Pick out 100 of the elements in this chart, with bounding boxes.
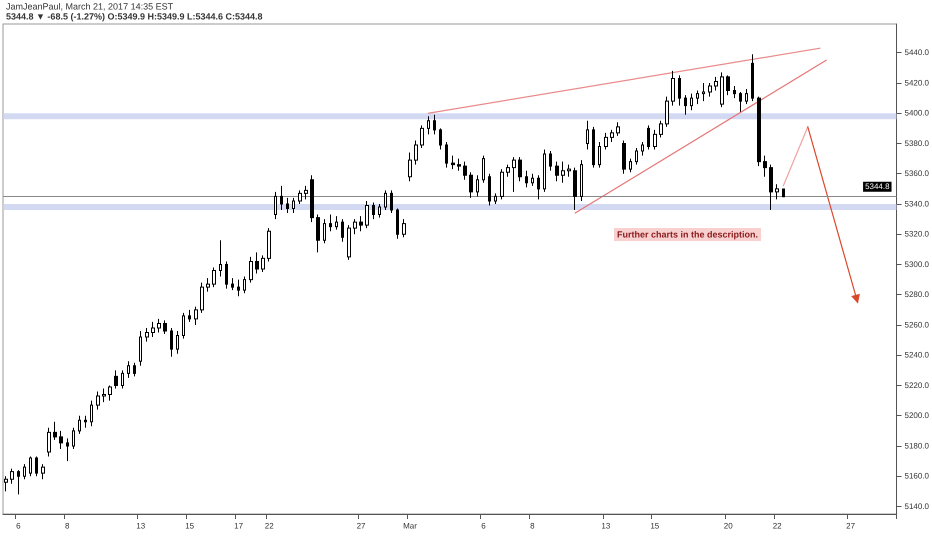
annotation: Further charts in the description. <box>617 230 758 240</box>
candlestick <box>512 156 516 192</box>
y-tick-label: 5420.0 <box>904 78 930 88</box>
candlestick <box>359 216 363 232</box>
candlestick <box>280 185 283 211</box>
candlestick <box>102 388 106 403</box>
candlestick <box>23 464 26 480</box>
candlestick <box>573 167 577 211</box>
candlestick <box>145 327 149 342</box>
ref-line-label: 5344.8 <box>865 182 890 192</box>
candlestick <box>121 370 124 389</box>
candlestick <box>476 174 479 197</box>
candlestick <box>304 185 308 200</box>
candlestick <box>243 276 246 294</box>
candlestick <box>567 164 571 178</box>
candlestick <box>378 203 381 218</box>
x-tick-label: 15 <box>185 522 195 530</box>
candlestick <box>341 218 344 242</box>
candlestick <box>78 415 81 434</box>
candlestick <box>323 218 326 244</box>
candlestick <box>194 306 198 326</box>
candlestick <box>561 161 565 184</box>
y-tick-label: 5360.0 <box>904 169 930 178</box>
candlestick <box>420 124 424 149</box>
candlestick <box>586 120 589 150</box>
candlestick <box>494 192 497 204</box>
candlestick <box>255 252 259 274</box>
candlestick <box>163 320 167 335</box>
candlestick <box>188 309 191 322</box>
candlestick <box>298 190 302 204</box>
candlestick <box>763 155 767 178</box>
candlestick <box>267 228 271 262</box>
y-tick-label: 5380.0 <box>904 138 930 148</box>
candlestick <box>17 470 20 495</box>
candlestick <box>690 93 693 111</box>
y-tick-label: 5140.0 <box>904 502 930 511</box>
y-tick-label: 5300.0 <box>904 260 930 269</box>
candlestick <box>671 70 675 106</box>
x-tick-label: 6 <box>16 522 22 530</box>
candlestick <box>47 427 51 458</box>
candlestick <box>751 54 754 102</box>
text: 5344.8 ▼ -68.5 (-1.27%) O:5349.9 H:5349.9 L:5344.6 C:5344.8 <box>6 12 263 22</box>
candlestick <box>531 173 534 186</box>
x-tick-label: 27 <box>356 522 366 530</box>
candlestick <box>696 90 699 105</box>
candlestick <box>469 172 473 198</box>
candlestick <box>414 140 418 166</box>
candlestick <box>506 164 510 178</box>
candlestick <box>35 456 38 477</box>
candlestick <box>659 120 663 138</box>
candlestick <box>114 370 118 389</box>
candlestick <box>433 114 436 135</box>
candlestick <box>139 330 142 366</box>
candlestick <box>580 160 583 202</box>
candlestick <box>408 152 412 182</box>
candlestick <box>261 254 265 273</box>
y-tick-label: 5180.0 <box>904 441 930 450</box>
x-tick-label: 22 <box>264 522 274 530</box>
candlestick <box>726 74 730 96</box>
candlestick <box>170 327 173 358</box>
y-tick-label: 5220.0 <box>904 380 930 390</box>
candlestick <box>457 158 461 172</box>
candlestick <box>402 218 406 238</box>
candlestick <box>525 170 528 188</box>
candlestick <box>708 82 712 98</box>
candlestick <box>518 156 522 182</box>
x-tick-label: 20 <box>724 522 734 530</box>
candlestick <box>90 400 93 427</box>
candlestick <box>10 468 14 484</box>
candlestick <box>629 158 632 173</box>
candlestick <box>739 92 742 112</box>
candlestick <box>604 132 608 150</box>
candlestick <box>237 279 240 297</box>
text: JamJeanPaul, March 21, 2017 14:35 EST <box>6 2 174 12</box>
candlestick <box>451 155 455 170</box>
candlestick <box>4 476 8 492</box>
y-tick-label: 5320.0 <box>904 230 930 239</box>
candlestick <box>665 96 669 128</box>
y-tick-label: 5240.0 <box>904 350 930 360</box>
candlestick <box>769 164 773 211</box>
candlestick <box>292 197 295 214</box>
candlestick <box>372 202 375 220</box>
candlestick <box>29 456 32 477</box>
candlestick <box>537 174 540 200</box>
candlestick <box>133 362 136 377</box>
candlestick <box>782 188 785 198</box>
candlestick <box>176 330 179 354</box>
x-tick-label: 8 <box>530 522 536 530</box>
candlestick <box>745 88 748 105</box>
candlestick <box>610 129 614 142</box>
candlestick <box>274 191 277 220</box>
candlestick <box>678 74 681 106</box>
candlestick <box>310 174 314 223</box>
y-tick-label: 5160.0 <box>904 472 930 481</box>
candlestick <box>543 149 546 192</box>
candlestick <box>635 148 638 166</box>
y-tick-label: 5340.0 <box>904 199 930 208</box>
y-tick-label: 5400.0 <box>904 108 930 118</box>
candlestick <box>463 161 467 180</box>
y-tick-label: 5440.0 <box>904 48 930 58</box>
